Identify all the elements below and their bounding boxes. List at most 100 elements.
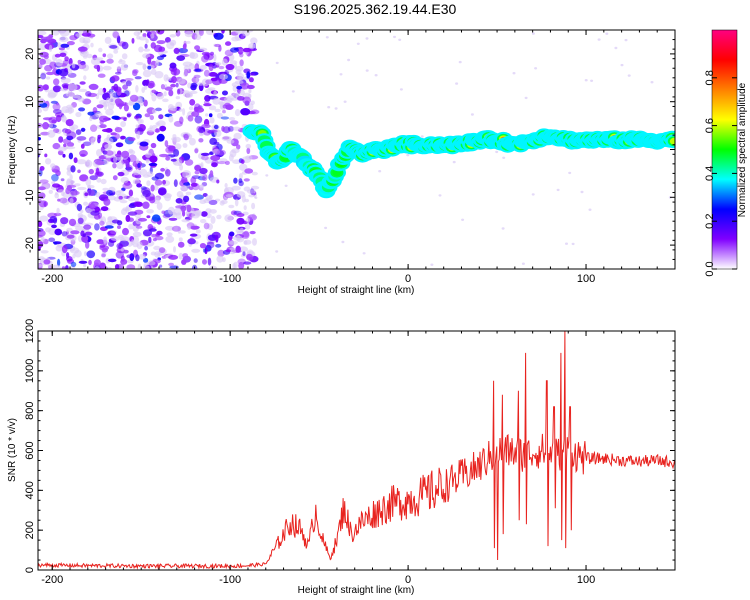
noise-blob: [141, 87, 145, 93]
noise-blob: [175, 205, 184, 209]
noise-blob: [202, 259, 207, 265]
noise-blob: [155, 60, 159, 67]
noise-blob: [224, 160, 230, 165]
noise-blob: [565, 242, 568, 245]
noise-blob: [222, 90, 228, 96]
noise-blob: [185, 191, 192, 196]
noise-blob: [75, 129, 82, 136]
colorbar-label: Normalized spectral amplitude: [737, 82, 748, 217]
noise-blob: [194, 115, 203, 124]
noise-blob: [100, 206, 109, 212]
noise-blob: [126, 164, 133, 173]
noise-blob: [126, 113, 131, 118]
noise-blob: [99, 99, 107, 105]
noise-blob: [132, 70, 138, 77]
noise-blob: [173, 179, 178, 188]
noise-blob: [54, 193, 59, 199]
noise-blob: [231, 36, 240, 42]
noise-blob: [89, 116, 93, 122]
noise-blob: [40, 236, 45, 243]
noise-blob: [210, 155, 221, 161]
noise-blob: [207, 234, 218, 241]
noise-blob: [154, 179, 163, 186]
noise-blob: [179, 116, 184, 125]
noise-blob: [70, 165, 76, 173]
noise-blob: [207, 257, 212, 266]
noise-blob: [458, 60, 462, 64]
noise-blob: [196, 82, 205, 86]
noise-blob: [153, 245, 161, 251]
noise-blob: [137, 263, 142, 269]
noise-blob: [143, 99, 148, 107]
noise-blob: [109, 45, 118, 49]
noise-blob: [69, 174, 73, 181]
noise-blob: [96, 177, 102, 183]
noise-blob: [233, 177, 238, 184]
noise-blob: [110, 236, 121, 242]
noise-blob: [356, 42, 360, 45]
noise-blob: [38, 186, 46, 191]
noise-blob: [169, 62, 177, 69]
noise-blob: [154, 128, 160, 133]
noise-blob: [237, 96, 245, 101]
noise-blob: [151, 176, 159, 181]
noise-blob: [38, 241, 44, 248]
noise-blob: [167, 206, 175, 215]
noise-blob: [176, 88, 181, 95]
noise-blob: [135, 158, 140, 165]
noise-blob: [120, 258, 128, 265]
noise-blob: [218, 101, 226, 106]
noise-blob: [77, 63, 87, 70]
noise-blob: [86, 159, 91, 166]
noise-blob: [221, 30, 225, 34]
noise-blob: [77, 186, 87, 191]
colorbar-tick-label: 0.4: [704, 166, 716, 181]
noise-blob: [69, 247, 80, 254]
noise-blob: [116, 66, 121, 70]
noise-blob: [77, 217, 84, 224]
noise-blob: [239, 227, 244, 233]
noise-blob: [126, 254, 134, 259]
noise-blob: [69, 107, 75, 114]
noise-blob: [120, 63, 129, 71]
noise-blob: [205, 195, 212, 201]
noise-blob: [66, 234, 75, 239]
noise-blob: [95, 192, 101, 198]
noise-blob: [143, 265, 150, 269]
noise-blob: [339, 73, 343, 76]
noise-blob: [171, 225, 181, 232]
noise-blob: [225, 249, 231, 253]
noise-blob: [159, 125, 167, 132]
noise-blob: [239, 59, 244, 67]
noise-blob: [42, 117, 53, 121]
noise-blob: [67, 68, 72, 75]
noise-blob: [140, 186, 147, 191]
noise-blob: [209, 170, 214, 178]
noise-blob: [524, 96, 528, 100]
noise-blob: [79, 37, 86, 44]
noise-blob: [151, 83, 156, 88]
noise-blob: [135, 62, 144, 66]
y-tick-label: -10: [24, 189, 36, 205]
noise-blob: [224, 102, 231, 107]
y-tick-label: 20: [24, 48, 36, 60]
noise-blob: [48, 44, 53, 52]
noise-blob: [170, 42, 175, 46]
noise-blob: [495, 150, 499, 154]
noise-blob: [242, 47, 252, 53]
y-tick-label: 0: [24, 567, 36, 573]
noise-blob: [177, 241, 185, 248]
noise-blob: [120, 121, 126, 128]
noise-blob: [208, 199, 218, 205]
noise-blob: [252, 238, 257, 246]
noise-blob: [38, 84, 44, 92]
noise-blob: [118, 234, 124, 239]
noise-blob: [200, 211, 208, 217]
noise-blob: [55, 58, 63, 67]
noise-blob: [186, 40, 191, 44]
noise-blob: [107, 230, 117, 237]
noise-blob: [54, 228, 62, 236]
noise-blob: [182, 143, 188, 148]
noise-blob: [136, 183, 143, 188]
